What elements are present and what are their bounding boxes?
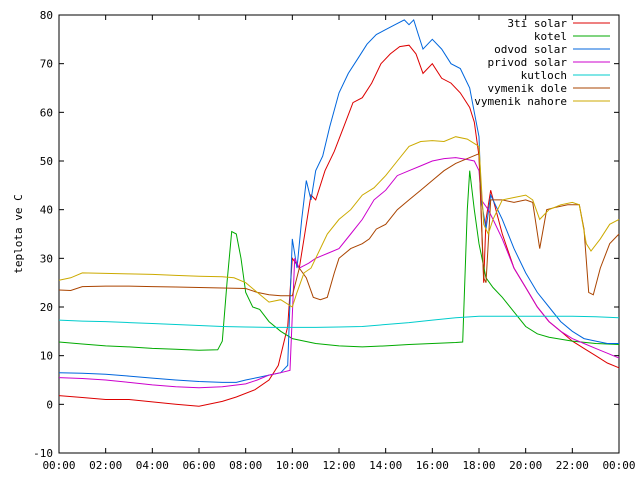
series-line-vymenik-nahore (58, 136, 620, 308)
y-tick-label: 20 (40, 301, 53, 314)
y-tick-label: 10 (40, 350, 53, 363)
axis-ticks: 00:00 02:00 04:00 06:00 08:00 10:00 12:00 14:00… (33, 9, 635, 472)
x-tick-label: 18:00 (462, 459, 495, 472)
y-tick-label: 30 (40, 252, 53, 265)
x-tick-label: 00:00 (602, 459, 635, 472)
series-line-kutloch (58, 315, 620, 328)
x-tick-label: 16:00 (416, 459, 449, 472)
x-tick-label: 20:00 (509, 459, 542, 472)
y-tick-label: 70 (40, 58, 53, 71)
series-lines (58, 18, 620, 407)
y-tick-label: 80 (40, 9, 53, 22)
x-tick-label: 06:00 (182, 459, 215, 472)
x-tick-label: 02:00 (89, 459, 122, 472)
series-line-kotel (58, 170, 620, 351)
y-tick-label: 50 (40, 155, 53, 168)
x-tick-label: 22:00 (556, 459, 589, 472)
x-tick-label: 10:00 (276, 459, 309, 472)
legend-label: odvod solar (494, 43, 567, 56)
legend-label: kutloch (521, 69, 567, 82)
x-tick-label: 00:00 (42, 459, 75, 472)
legend-label: privod solar (488, 56, 568, 69)
legend-label: 3ti solar (507, 17, 567, 30)
legend-label: vymenik dole (488, 82, 567, 95)
legend-label: vymenik nahore (474, 95, 567, 108)
y-tick-label: 40 (40, 204, 53, 217)
y-axis-title: teplota ve C (12, 194, 25, 273)
y-tick-label: 0 (46, 398, 53, 411)
x-tick-label: 08:00 (229, 459, 262, 472)
series-line-vymenik-dole (58, 152, 620, 301)
x-tick-label: 04:00 (136, 459, 169, 472)
series-line-privod-solar (58, 157, 620, 389)
y-tick-label: 60 (40, 106, 53, 119)
series-line-odvod-solar (58, 18, 619, 383)
y-tick-label: -10 (33, 447, 53, 460)
x-tick-label: 12:00 (322, 459, 355, 472)
x-tick-label: 14:00 (369, 459, 402, 472)
legend-label: kotel (534, 30, 567, 43)
